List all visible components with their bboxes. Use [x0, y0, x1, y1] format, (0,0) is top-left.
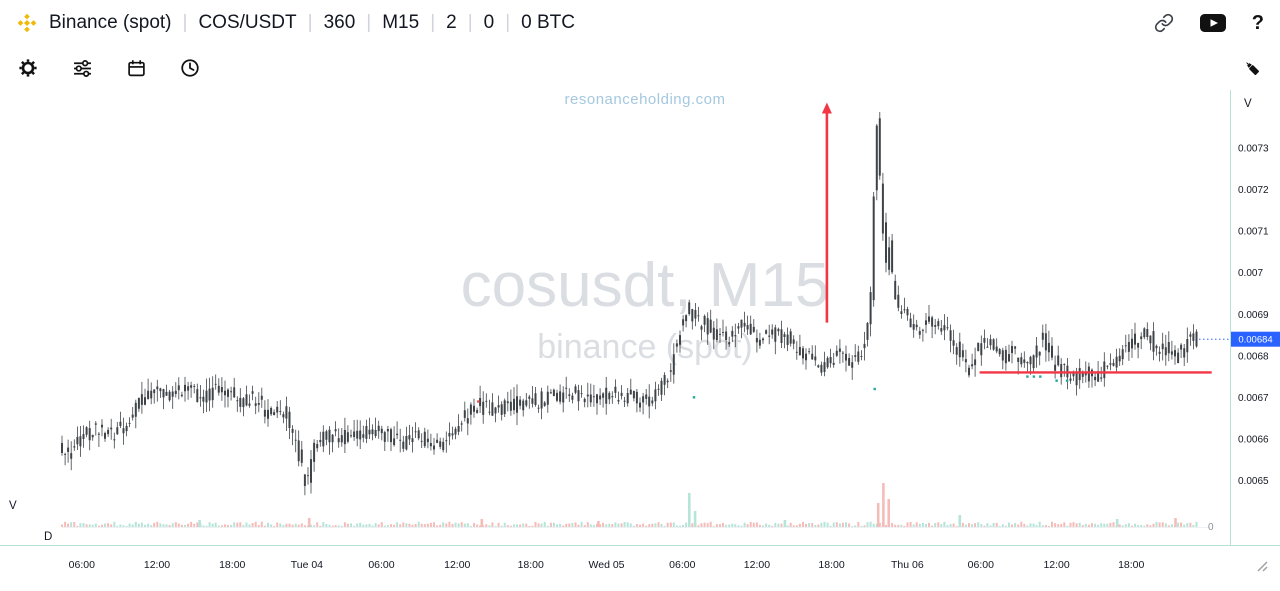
- time-label: 18:00: [1118, 559, 1145, 571]
- time-label: 18:00: [219, 559, 246, 571]
- time-label: 06:00: [368, 559, 395, 571]
- separator: |: [430, 12, 436, 33]
- time-label: 06:00: [669, 559, 696, 571]
- help-icon[interactable]: ?: [1251, 11, 1264, 34]
- time-label: 06:00: [967, 559, 994, 571]
- trade-marker: [477, 400, 480, 403]
- svg-text:0.00684: 0.00684: [1238, 335, 1272, 346]
- param-a-value[interactable]: 2: [446, 12, 457, 33]
- svg-text:0.0067: 0.0067: [1238, 393, 1269, 404]
- trade-marker: [1032, 375, 1036, 378]
- interval-pane-label: D: [44, 531, 53, 543]
- time-label: 12:00: [143, 559, 171, 571]
- time-label: 12:00: [1043, 559, 1070, 571]
- time-label: Wed 05: [588, 559, 625, 571]
- svg-text:0.0065: 0.0065: [1238, 476, 1269, 487]
- svg-text:0.0072: 0.0072: [1238, 185, 1269, 196]
- candles: [61, 112, 1198, 496]
- time-label: Thu 06: [890, 559, 924, 571]
- btc-value[interactable]: 0 BTC: [521, 12, 576, 33]
- timeframe-value[interactable]: M15: [382, 12, 420, 33]
- separator: |: [467, 12, 473, 33]
- symbol-label[interactable]: COS/USDT: [198, 12, 297, 33]
- price-axis[interactable]: 0.0073 0.0072 0.0071 0.007 0.0069 0.0068 0.006…: [1199, 90, 1280, 545]
- chart-area[interactable]: resonanceholding.com cosusdt, M15 binanc…: [0, 90, 1280, 545]
- trade-marker: [1026, 375, 1029, 378]
- link-icon[interactable]: [1154, 13, 1174, 33]
- svg-text:0.0073: 0.0073: [1238, 144, 1269, 155]
- time-label: 12:00: [444, 559, 471, 571]
- trade-marker: [1055, 379, 1058, 382]
- separator: |: [182, 12, 188, 33]
- trade-marker: [1065, 379, 1069, 382]
- time-label: Tue 04: [290, 559, 324, 571]
- resize-handle[interactable]: [1255, 559, 1269, 589]
- time-label: 18:00: [818, 559, 845, 571]
- svg-text:0.007: 0.007: [1238, 268, 1263, 279]
- youtube-icon[interactable]: [1199, 14, 1226, 32]
- volume-pane-label: V: [9, 500, 17, 512]
- volume-bars: [61, 483, 1198, 527]
- svg-text:0: 0: [1208, 522, 1214, 533]
- candlestick-chart[interactable]: 0.0073 0.0072 0.0071 0.007 0.0069 0.0068 0.006…: [0, 90, 1280, 545]
- tune-icon[interactable]: [70, 56, 94, 80]
- chart-toolbar: [0, 46, 1280, 90]
- gear-icon[interactable]: [16, 56, 40, 80]
- clock-icon[interactable]: [178, 56, 202, 80]
- svg-text:0.0069: 0.0069: [1238, 310, 1269, 321]
- trade-marker: [873, 387, 876, 391]
- chart-header: Binance (spot) | COS/USDT | 360 | M15 | …: [0, 0, 1280, 46]
- time-label: 18:00: [517, 559, 544, 571]
- arrow-up-annotation[interactable]: [821, 102, 832, 323]
- svg-text:0.0066: 0.0066: [1238, 434, 1269, 445]
- interval-value[interactable]: 360: [323, 12, 356, 33]
- separator: |: [505, 12, 511, 33]
- separator: |: [366, 12, 372, 33]
- brush-icon[interactable]: [1240, 56, 1264, 80]
- svg-text:0.0071: 0.0071: [1238, 227, 1269, 238]
- time-label: 12:00: [743, 559, 771, 571]
- last-price-label: 0.00684: [1231, 331, 1280, 347]
- svg-text:V: V: [1244, 98, 1252, 110]
- svg-text:0.0068: 0.0068: [1238, 351, 1269, 362]
- trade-marker: [692, 396, 696, 399]
- calendar-icon[interactable]: [124, 56, 148, 80]
- trade-marker: [1039, 375, 1042, 378]
- separator: |: [307, 12, 313, 33]
- time-axis[interactable]: 06:00 12:00 18:00 Tue 04 06:00 12:00 18:00 Wed …: [0, 545, 1280, 591]
- exchange-title[interactable]: Binance (spot): [49, 12, 172, 33]
- binance-logo-icon: [16, 12, 38, 34]
- time-label: 06:00: [68, 559, 95, 571]
- param-b-value[interactable]: 0: [483, 12, 495, 33]
